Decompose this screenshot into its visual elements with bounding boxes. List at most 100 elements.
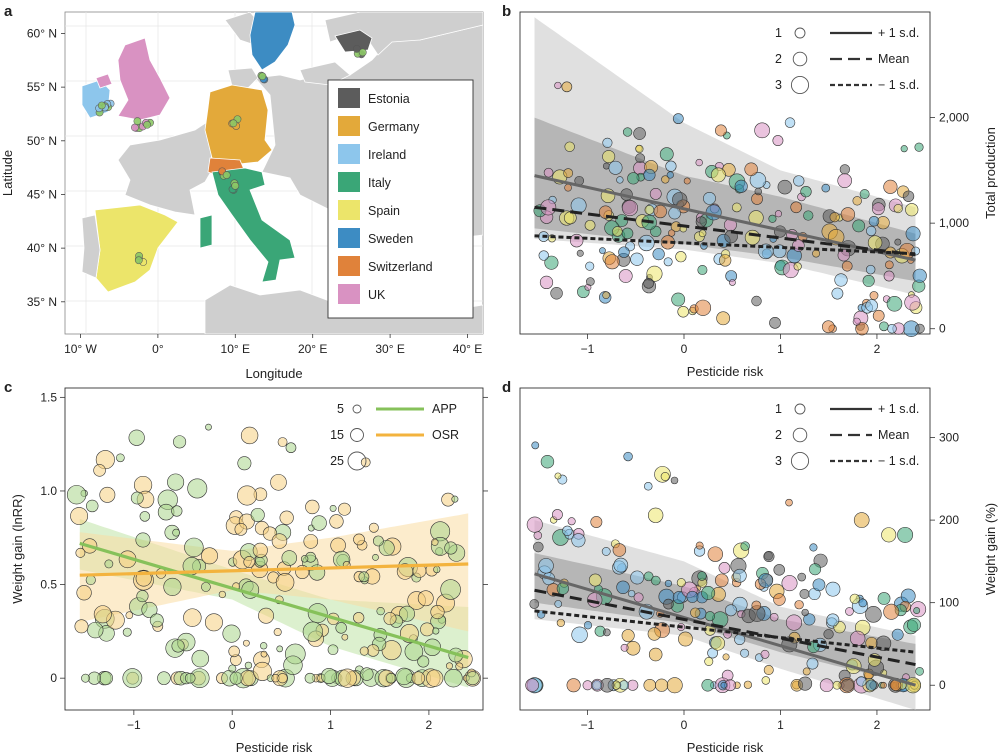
d-data-point	[802, 667, 811, 676]
c-ytick-label: 1.5	[40, 390, 57, 404]
c-data-point	[218, 590, 226, 599]
b-data-point	[879, 321, 889, 332]
b-size-legend-label: 2	[775, 52, 782, 66]
c-data-point	[172, 528, 180, 537]
map-xtick-label: 10° W	[64, 342, 97, 356]
d-data-point	[697, 571, 707, 581]
c-data-point	[104, 559, 114, 569]
b-data-point	[793, 262, 802, 271]
b-data-point	[672, 113, 684, 125]
c-data-point	[426, 669, 444, 687]
b-data-point	[837, 173, 852, 188]
d-data-point	[647, 627, 662, 641]
d-data-point	[900, 588, 916, 604]
c-data-point	[305, 499, 320, 515]
b-data-point	[893, 203, 903, 214]
map-ytick-label: 40° N	[27, 241, 57, 255]
d-xtick-label: −1	[581, 718, 595, 732]
c-data-point	[270, 474, 287, 491]
d-data-point	[915, 667, 924, 676]
d-data-point	[612, 543, 627, 557]
d-data-point	[853, 512, 870, 528]
c-data-point	[135, 532, 151, 548]
d-data-point	[858, 598, 868, 608]
c-data-point	[329, 504, 337, 512]
b-data-point	[618, 246, 630, 258]
d-data-point	[769, 613, 779, 622]
c-data-point	[353, 612, 365, 624]
b-line-legend-label: − 1 s.d.	[878, 78, 919, 92]
panel-a-map: a	[0, 3, 484, 381]
d-data-point	[620, 643, 629, 652]
d-line-legend-label: Mean	[878, 428, 909, 442]
c-data-point	[81, 673, 90, 683]
b-data-point	[666, 171, 674, 179]
d-data-point	[676, 578, 686, 588]
c-data-point	[260, 650, 268, 658]
b-data-point	[821, 320, 835, 334]
b-data-point	[734, 179, 748, 193]
panel-c-chart: c −1 0 1 2 0 0.5 1.0 1.5 5 15 25 APP OSR Pesticide …	[4, 379, 488, 755]
c-series-legend-label: OSR	[432, 428, 459, 442]
c-data-point	[157, 671, 171, 685]
d-data-point	[633, 592, 644, 603]
b-data-point	[834, 273, 848, 287]
c-data-point	[240, 426, 259, 445]
d-data-point	[627, 589, 636, 598]
d-ytick-label: 300	[939, 431, 959, 445]
d-data-point	[897, 526, 914, 543]
d-data-point	[865, 606, 882, 623]
d-data-point	[781, 575, 798, 592]
d-data-point	[740, 541, 750, 551]
panel-d-axes: −1 0 1 2 0 100 200 300	[581, 431, 960, 732]
d-data-point	[666, 677, 683, 694]
d-data-point	[845, 607, 854, 616]
b-data-point	[652, 248, 665, 261]
d-data-point	[529, 599, 540, 609]
d-data-point	[913, 607, 921, 615]
b-size-legend-label: 1	[775, 26, 782, 40]
map-site-markers	[95, 44, 367, 266]
d-data-point	[849, 630, 866, 647]
c-data-point	[252, 542, 268, 558]
b-ytick-label: 2,000	[939, 111, 969, 125]
d-data-point	[554, 472, 562, 480]
b-data-point	[914, 323, 925, 334]
c-data-point	[440, 579, 461, 600]
c-data-point	[445, 662, 453, 670]
c-data-point	[237, 485, 258, 506]
b-data-point	[643, 277, 654, 289]
c-data-point	[191, 649, 210, 668]
c-data-point	[373, 535, 384, 547]
c-size-legend-circle	[347, 451, 367, 471]
c-data-point	[201, 547, 218, 565]
d-size-legend-circle	[794, 403, 806, 415]
c-data-point	[420, 622, 434, 637]
d-data-point	[663, 598, 674, 610]
c-size-legend-circle	[352, 404, 362, 414]
b-data-point	[554, 81, 562, 90]
c-data-point	[376, 606, 385, 616]
b-data-point	[852, 317, 861, 326]
c-data-point	[87, 621, 104, 639]
d-data-point	[865, 679, 877, 691]
c-data-point	[75, 547, 86, 558]
d-data-point	[533, 541, 544, 553]
b-data-point	[635, 153, 646, 164]
c-data-point	[93, 605, 112, 624]
b-data-point	[618, 269, 633, 283]
d-data-point	[763, 550, 775, 562]
c-data-point	[128, 429, 145, 446]
d-data-point	[566, 678, 581, 693]
b-data-point	[871, 202, 885, 216]
b-data-point	[914, 142, 924, 152]
c-data-point	[244, 661, 253, 670]
d-data-point	[686, 590, 699, 603]
map-site-marker	[358, 48, 367, 57]
b-data-point	[769, 316, 781, 329]
c-xtick-label: 1	[327, 718, 334, 732]
d-data-point	[567, 517, 576, 526]
b-ytick-label: 0	[939, 322, 946, 336]
d-data-point	[773, 564, 785, 576]
